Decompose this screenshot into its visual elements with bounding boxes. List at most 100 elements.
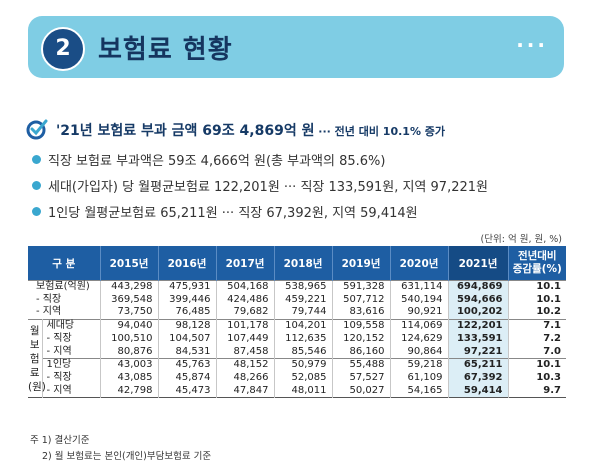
table-cell: 85,546 bbox=[274, 345, 333, 359]
table-cell: 594,666 bbox=[448, 293, 509, 307]
table-cell: 65,211 bbox=[448, 358, 509, 372]
table-cell: 98,128 bbox=[158, 319, 217, 333]
table-cell: 83,616 bbox=[332, 306, 391, 320]
table-cell: 10.1 bbox=[508, 279, 567, 294]
table-cell: 107,449 bbox=[216, 332, 275, 346]
table-row: - 직장 100,510 104,507 107,449 112,635 120,152 1… bbox=[28, 332, 566, 346]
headline-sub: ··· 전년 대비 10.1% 증가 bbox=[314, 125, 446, 138]
table-cell: 59,218 bbox=[390, 358, 449, 372]
table-cell: 114,069 bbox=[390, 319, 449, 333]
header-year: 2020년 bbox=[390, 246, 449, 281]
footnote: 2) 월 보험료는 본인(개인)부담보험료 기준 bbox=[42, 451, 212, 462]
headline-text: '21년 보험료 부과 금액 69조 4,869억 원 ··· 전년 대비 10… bbox=[56, 123, 446, 139]
table-cell: 100,510 bbox=[100, 332, 159, 346]
section-number: 2 bbox=[41, 27, 85, 71]
table-cell: 43,003 bbox=[100, 358, 159, 372]
table-cell: 73,750 bbox=[100, 306, 159, 320]
bullet-dot-icon bbox=[32, 207, 41, 216]
table-cell: 10.1 bbox=[508, 358, 567, 372]
table-row: - 지역 42,798 45,473 47,847 48,011 50,027 54,165… bbox=[28, 384, 566, 398]
table-cell: 80,876 bbox=[100, 345, 159, 359]
section-banner: 2 보험료 현황 ··· bbox=[28, 16, 564, 78]
table-cell: 100,202 bbox=[448, 306, 509, 320]
row-label: - 지역 bbox=[28, 306, 101, 320]
table-cell: 104,201 bbox=[274, 319, 333, 333]
table-cell: 591,328 bbox=[332, 279, 391, 294]
table-cell: 61,109 bbox=[390, 371, 449, 385]
table-row: - 지역 73,750 76,485 79,682 79,744 83,616 90,921… bbox=[28, 306, 566, 320]
row-label: - 직장 bbox=[28, 293, 101, 307]
table-cell: 7.2 bbox=[543, 332, 562, 344]
table-cell: 50,979 bbox=[274, 358, 333, 372]
table-cell: 694,869 bbox=[448, 279, 509, 294]
table-row: 보험료(억원) 443,298 475,931 504,168 538,965 591,3… bbox=[28, 279, 567, 294]
table-cell: 90,921 bbox=[390, 306, 449, 320]
bullet-dot-icon bbox=[32, 181, 41, 190]
table-cell: 52,085 bbox=[274, 371, 333, 385]
table-cell: 504,168 bbox=[216, 279, 275, 294]
table-cell: 540,194 bbox=[390, 293, 449, 307]
table-cell: 57,527 bbox=[332, 371, 391, 385]
table-cell: 67,392 bbox=[448, 371, 509, 385]
table-cell: 7.1 bbox=[508, 319, 567, 333]
table-cell: 59,414 bbox=[448, 384, 509, 398]
unit-label: (단위: 억 원, 원, %) bbox=[480, 234, 562, 245]
table-row: 1인당 43,003 45,763 48,152 50,979 55,488 59,218 6… bbox=[28, 358, 567, 372]
row-label: 보험료(억원) bbox=[28, 279, 101, 294]
table-cell: 87,458 bbox=[216, 345, 275, 359]
table-cell: 94,040 bbox=[100, 319, 159, 333]
table-cell: 48,266 bbox=[216, 371, 275, 385]
table-cell: 475,931 bbox=[158, 279, 217, 294]
header-change-rate: 전년대비 증감률(%) bbox=[508, 246, 567, 281]
header-year: 2019년 bbox=[332, 246, 391, 281]
table-cell: 122,201 bbox=[448, 319, 509, 333]
table-cell: 399,446 bbox=[158, 293, 217, 307]
table-cell: 538,965 bbox=[274, 279, 333, 294]
table-cell: 45,874 bbox=[158, 371, 217, 385]
table-cell: 459,221 bbox=[274, 293, 333, 307]
table-cell: 55,488 bbox=[332, 358, 391, 372]
table-cell: 43,085 bbox=[100, 371, 159, 385]
table-cell: 47,847 bbox=[216, 384, 275, 398]
table-cell: 45,473 bbox=[158, 384, 217, 398]
table-cell: 48,011 bbox=[274, 384, 333, 398]
table-cell: 369,548 bbox=[100, 293, 159, 307]
row-label: 세대당 bbox=[42, 319, 101, 333]
header-year: 2017년 bbox=[216, 246, 275, 281]
header-year: 2016년 bbox=[158, 246, 217, 281]
table-cell: 101,178 bbox=[216, 319, 275, 333]
table-cell: 79,682 bbox=[216, 306, 275, 320]
table-cell: 112,635 bbox=[274, 332, 333, 346]
header-year: 2021년 bbox=[448, 246, 509, 281]
table-cell: 50,027 bbox=[332, 384, 391, 398]
table-cell: 7.0 bbox=[543, 345, 562, 357]
section-title: 보험료 현황 bbox=[98, 35, 233, 65]
table-cell: 79,744 bbox=[274, 306, 333, 320]
table-row: - 지역 80,876 84,531 87,458 85,546 86,160 90,864… bbox=[28, 345, 566, 359]
table-cell: 48,152 bbox=[216, 358, 275, 372]
table-row: - 직장 43,085 45,874 48,266 52,085 57,527 61,109… bbox=[28, 371, 566, 385]
row-label: - 직장 bbox=[42, 371, 101, 385]
row-label: - 지역 bbox=[42, 345, 101, 359]
header-year: 2015년 bbox=[100, 246, 159, 281]
table-cell: 120,152 bbox=[332, 332, 391, 346]
table-cell: 109,558 bbox=[332, 319, 391, 333]
table-cell: 76,485 bbox=[158, 306, 217, 320]
table-cell: 133,591 bbox=[448, 332, 509, 346]
row-label: 1인당 bbox=[42, 358, 101, 372]
table-cell: 54,165 bbox=[390, 384, 449, 398]
footnote: 주 1) 결산기준 bbox=[30, 435, 90, 446]
row-label: - 직장 bbox=[42, 332, 101, 346]
premium-table: 구 분 2015년 2016년 2017년 2018년 2019년 2020년 … bbox=[28, 246, 567, 399]
table-cell: 10.2 bbox=[536, 306, 562, 318]
check-circle-icon bbox=[26, 119, 48, 140]
table-cell: 631,114 bbox=[390, 279, 449, 294]
more-dots-icon: ··· bbox=[516, 33, 548, 57]
row-label: - 지역 bbox=[42, 384, 101, 398]
table-row: 월 보 험 료 (원) 세대당 94,040 98,128 101,178 104,201… bbox=[28, 319, 567, 398]
table-cell: 507,712 bbox=[332, 293, 391, 307]
table-cell: 45,763 bbox=[158, 358, 217, 372]
bullet-dot-icon bbox=[32, 155, 41, 164]
table-header-row: 구 분 2015년 2016년 2017년 2018년 2019년 2020년 … bbox=[28, 246, 567, 281]
table-cell: 90,864 bbox=[390, 345, 449, 359]
